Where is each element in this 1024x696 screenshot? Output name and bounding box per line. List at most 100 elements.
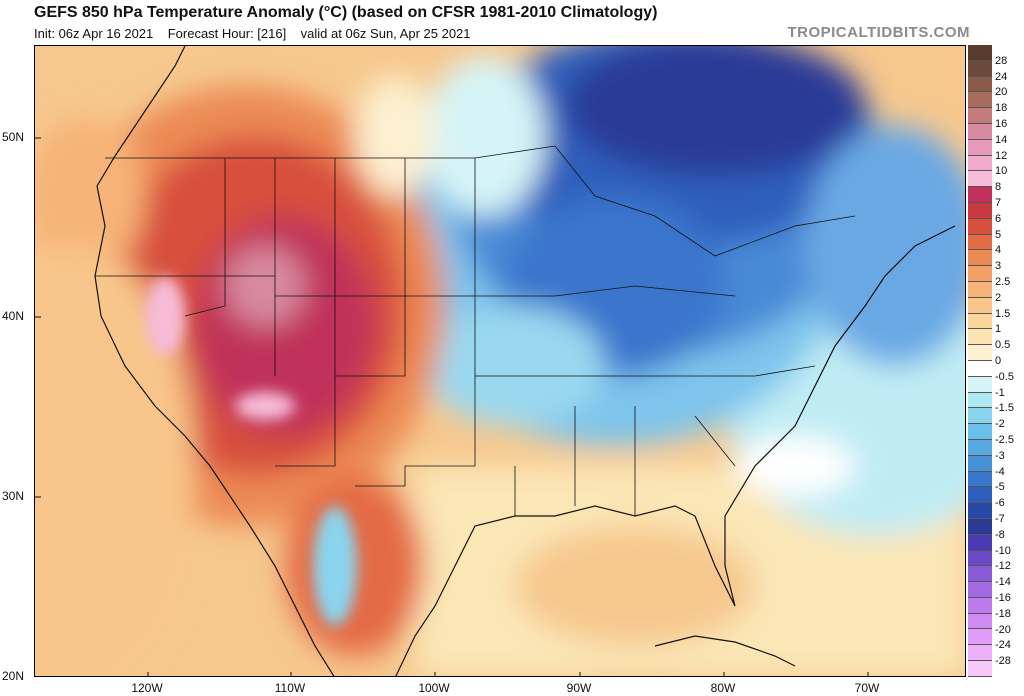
colorbar-swatch [968,234,992,251]
colorbar-swatch [968,360,992,377]
colorbar-swatch [968,613,992,630]
colorbar-swatch [968,218,992,235]
colorbar-swatch [968,187,992,203]
colorbar-swatch [968,108,992,124]
colorbar-label: -1.5 [995,402,1014,415]
colorbar-swatch [968,597,992,614]
colorbar-label: -16 [995,592,1011,604]
lat-label-20n: 20N [2,669,25,683]
colorbar-label: -20 [995,623,1011,636]
colorbar-swatch [968,281,992,298]
colorbar [968,45,992,677]
colorbar-label: 14 [995,133,1008,146]
init-time: Init: 06z Apr 16 2021 [34,26,154,41]
colorbar-label: 6 [995,212,1002,225]
colorbar-swatch [968,297,992,314]
colorbar-swatch [968,60,992,77]
colorbar-swatch [968,534,992,551]
valid-time: valid at 06z Sun, Apr 25 2021 [300,26,471,41]
colorbar-label: 5 [995,228,1002,241]
colorbar-swatch [968,139,992,156]
colorbar-label: -5 [995,481,1005,494]
colorbar-label: 28 [995,54,1008,67]
colorbar-label: -10 [995,544,1011,557]
colorbar-label: 1 [995,323,1002,336]
colorbar-swatch [968,629,992,646]
colorbar-swatch [968,645,992,662]
colorbar-swatch [968,424,992,440]
anomaly-map [34,45,966,677]
brand-watermark: TROPICALTIDBITS.COM [787,24,970,41]
colorbar-label: 2 [995,291,1002,304]
colorbar-label: 16 [995,118,1008,130]
colorbar-swatch [968,392,992,409]
lon-label-90w: 90W [566,681,592,695]
colorbar-swatch [968,76,992,93]
colorbar-swatch [968,503,992,519]
lat-label-40n: 40N [2,309,25,323]
colorbar-label: -7 [995,513,1005,525]
colorbar-swatch [968,45,992,61]
map-title: GEFS 850 hPa Temperature Anomaly (°C) (b… [34,4,658,21]
colorbar-label: 24 [995,70,1008,83]
lon-label-120w: 120W [131,681,163,695]
colorbar-label: 12 [995,149,1008,162]
colorbar-label: -24 [995,639,1011,652]
colorbar-label: 0 [995,355,1002,367]
colorbar-swatch [968,376,992,393]
lon-label-110w: 110W [274,681,306,695]
colorbar-swatch [968,661,992,677]
colorbar-swatch [968,566,992,583]
colorbar-label: -0.5 [995,370,1014,383]
colorbar-label: 20 [995,86,1008,99]
colorbar-swatch [968,487,992,504]
colorbar-label: -8 [995,528,1005,541]
colorbar-swatch [968,439,992,456]
colorbar-label: -18 [995,607,1011,620]
colorbar-label: 8 [995,181,1002,194]
colorbar-swatch [968,171,992,188]
colorbar-swatch [968,202,992,219]
colorbar-labels: 28 24 20 18 16 14 12 10 8 7 6 5 4 3 2.5 2 1.5 1 0.5 0 -0.5 -1… [995,45,1024,677]
colorbar-label: 18 [995,102,1008,115]
colorbar-swatch [968,92,992,109]
colorbar-swatch [968,250,992,267]
colorbar-swatch [968,313,992,330]
forecast-hour: Forecast Hour: [216] [167,26,287,41]
colorbar-label: -14 [995,576,1011,589]
colorbar-label: -2 [995,418,1005,431]
colorbar-label: -1 [995,386,1005,399]
colorbar-label: 3 [995,260,1002,273]
colorbar-label: 0.5 [995,339,1011,352]
state-borders [95,145,856,516]
colorbar-label: 1.5 [995,307,1011,320]
colorbar-swatch [968,155,992,172]
colorbar-label: 7 [995,197,1002,209]
colorbar-label: 4 [995,244,1002,257]
colorbar-label: -3 [995,449,1005,462]
colorbar-label: 10 [995,165,1008,178]
colorbar-label: 2.5 [995,276,1011,288]
colorbar-swatch [968,550,992,567]
colorbar-label: -6 [995,497,1005,510]
colorbar-swatch [968,123,992,140]
map-subtitle: Init: 06z Apr 16 2021 Forecast Hour: [21… [34,26,471,41]
colorbar-swatch [968,266,992,282]
colorbar-label: -12 [995,560,1011,573]
colorbar-swatch [968,329,992,346]
colorbar-swatch [968,471,992,488]
lon-label-80w: 80W [710,681,736,695]
colorbar-swatch [968,518,992,535]
coastlines [94,46,956,676]
lat-label-30n: 30N [2,489,25,503]
colorbar-label: -2.5 [995,434,1014,446]
colorbar-swatch [968,455,992,472]
colorbar-label: -28 [995,655,1011,668]
colorbar-swatch [968,408,992,425]
colorbar-swatch [968,582,992,598]
colorbar-label: -4 [995,465,1005,478]
lon-label-70w: 70W [854,681,880,695]
anomaly-field [35,46,965,676]
colorbar-swatch [968,345,992,361]
lon-label-100w: 100W [418,681,450,695]
